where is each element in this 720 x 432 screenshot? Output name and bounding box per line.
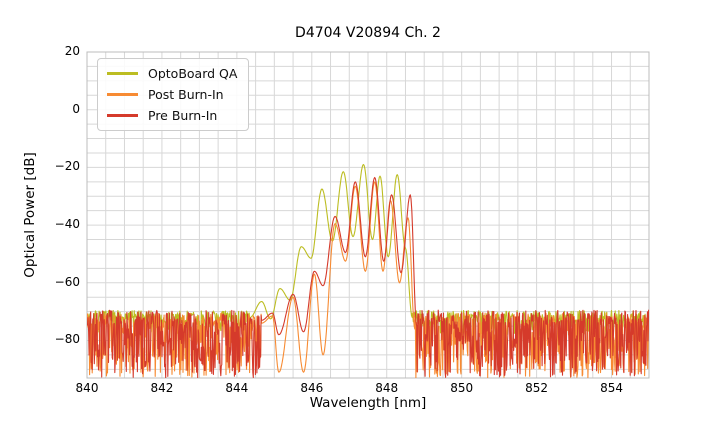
legend-item-label: OptoBoard QA <box>148 66 238 81</box>
legend-item: Pre Burn-In <box>107 108 237 123</box>
legend-item-label: Pre Burn-In <box>148 108 218 123</box>
x-tick-label: 844 <box>225 381 249 395</box>
y-tick-label: −80 <box>54 332 80 347</box>
y-tick-label: 20 <box>64 44 80 58</box>
y-tick-label: −60 <box>54 274 80 289</box>
x-axis-label: Wavelength [nm] <box>309 395 427 411</box>
y-tick-label: 0 <box>72 101 80 116</box>
x-tick-label: 846 <box>300 381 324 395</box>
legend-line-swatch <box>107 93 138 96</box>
x-tick-label: 854 <box>600 381 623 395</box>
x-tick-label: 850 <box>450 381 474 395</box>
y-tick-label: −20 <box>54 159 80 174</box>
legend: OptoBoard QA Post Burn-In Pre Burn-In <box>97 58 250 131</box>
series-lines <box>87 163 649 378</box>
legend-line-swatch <box>107 114 138 117</box>
legend-item: Post Burn-In <box>107 87 237 102</box>
y-axis-label: Optical Power [dB] <box>22 152 38 278</box>
legend-item: OptoBoard QA <box>107 66 237 81</box>
x-tick-label: 852 <box>525 381 549 395</box>
x-tick-label: 848 <box>375 381 399 395</box>
plot-border <box>86 51 650 379</box>
y-tick-label: −40 <box>54 217 80 232</box>
legend-line-swatch <box>107 72 138 75</box>
x-tick-label: 840 <box>75 381 99 395</box>
series-line-pre-burn-in <box>87 176 649 378</box>
chart-title: D4704 V20894 Ch. 2 <box>295 25 441 41</box>
x-tick-label: 842 <box>150 381 174 395</box>
legend-item-label: Post Burn-In <box>148 87 224 102</box>
